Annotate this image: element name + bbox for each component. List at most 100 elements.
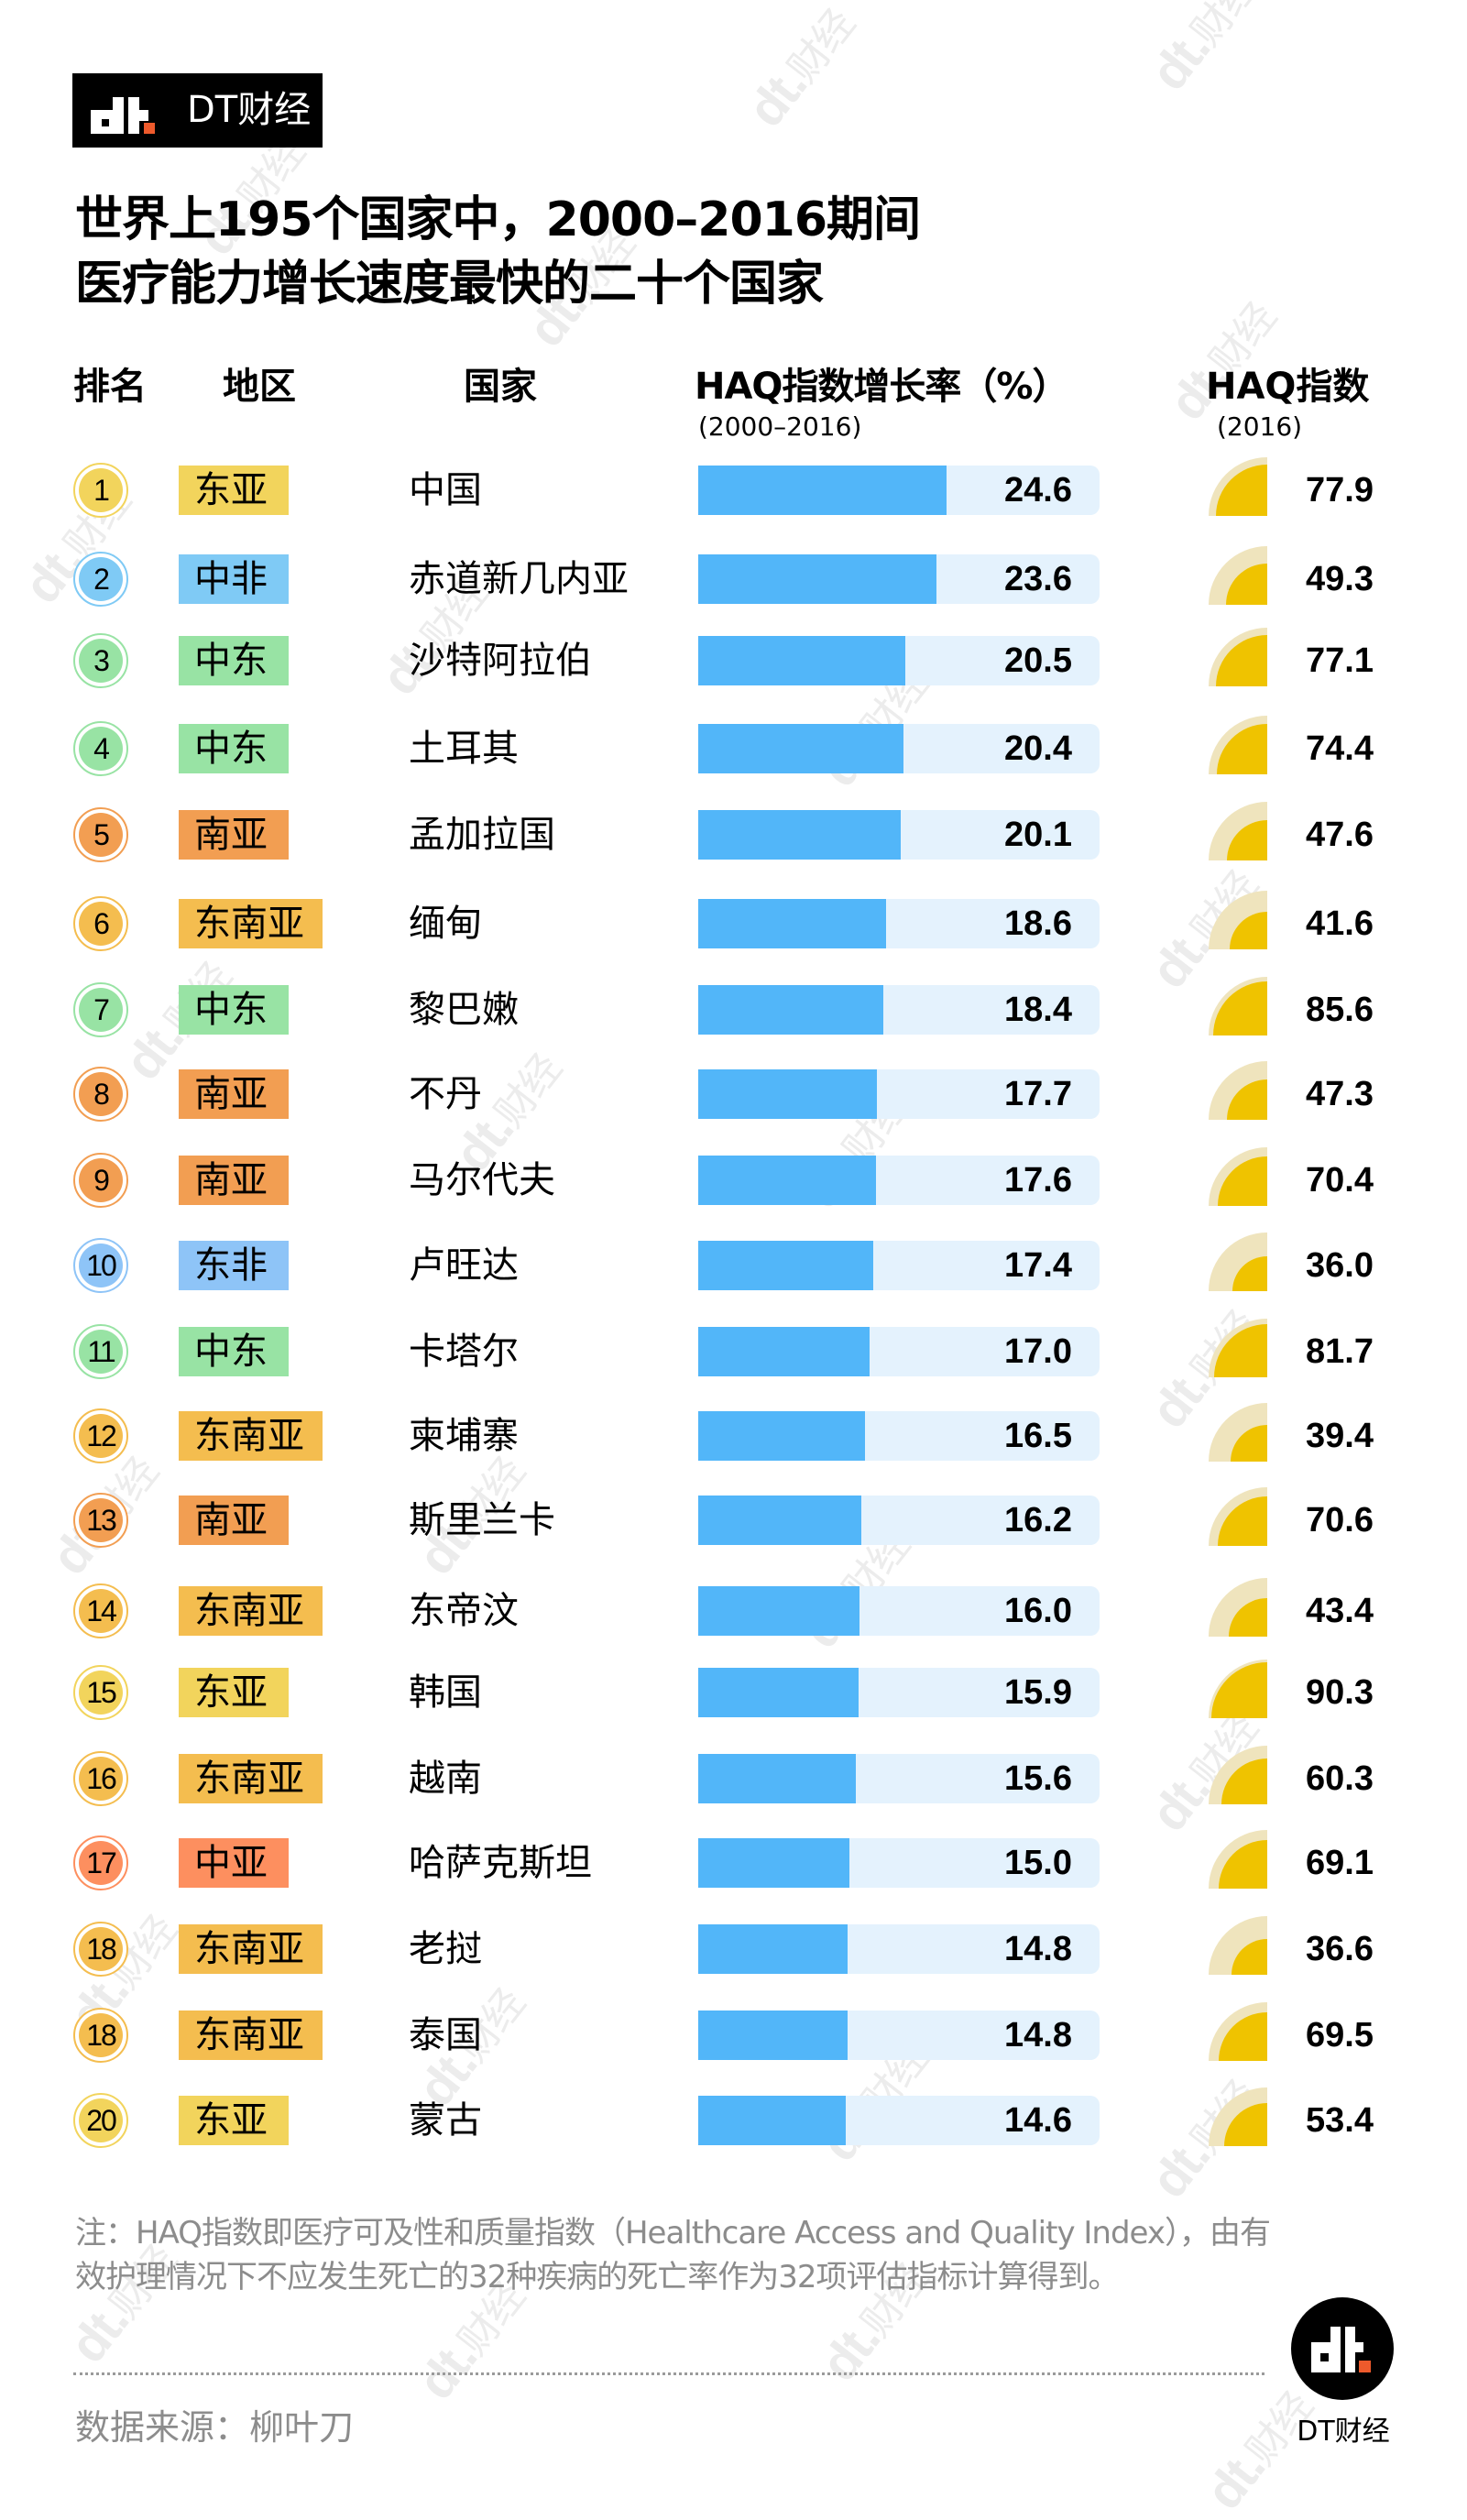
growth-bar (698, 1838, 849, 1888)
growth-value: 16.0 (1004, 1592, 1072, 1630)
region-tag: 中非 (179, 554, 289, 604)
rank-badge: 13 (73, 1493, 128, 1548)
haq-value: 43.4 (1306, 1592, 1374, 1630)
data-source: 数据来源：柳叶刀 (75, 2407, 355, 2448)
rank-number: 13 (79, 1498, 123, 1542)
rank-number: 1 (79, 468, 123, 512)
growth-bar (698, 1327, 870, 1376)
rank-badge: 12 (73, 1408, 128, 1463)
header-haq-year: (2016) (1217, 411, 1303, 442)
region-tag: 东南亚 (179, 2011, 323, 2060)
growth-value: 18.4 (1004, 991, 1072, 1029)
growth-bar (698, 899, 886, 948)
rank-badge: 10 (73, 1238, 128, 1293)
table-row: 16 东南亚 越南 15.6 60.3 (0, 1746, 1467, 1806)
table-row: 12 东南亚 柬埔寨 16.5 39.4 (0, 1403, 1467, 1463)
growth-bar-track: 16.5 (698, 1411, 1100, 1461)
rank-number: 12 (79, 1414, 123, 1458)
growth-value: 15.6 (1004, 1759, 1072, 1798)
haq-value: 74.4 (1306, 729, 1374, 768)
haq-value: 41.6 (1306, 904, 1374, 943)
growth-bar (698, 724, 903, 773)
haq-quarter-pie-icon (1209, 1830, 1267, 1889)
growth-bar (698, 1754, 856, 1803)
footer-logo-text: DT财经 (1297, 2416, 1390, 2448)
header-growth: HAQ指数增长率（%） (695, 366, 1069, 408)
growth-bar (698, 1156, 876, 1205)
rank-badge: 5 (73, 807, 128, 862)
country-name: 卡塔尔 (409, 1331, 519, 1373)
haq-value: 77.9 (1306, 471, 1374, 509)
rank-badge: 2 (73, 552, 128, 607)
haq-quarter-pie-icon (1209, 457, 1267, 516)
country-name: 马尔代夫 (409, 1159, 555, 1201)
haq-value: 49.3 (1306, 560, 1374, 598)
rank-badge: 3 (73, 633, 128, 688)
watermark: dt.财经 (1157, 295, 1285, 431)
rank-badge: 1 (73, 463, 128, 518)
country-name: 斯里兰卡 (409, 1499, 555, 1541)
growth-bar-track: 14.8 (698, 1924, 1100, 1974)
table-row: 14 东南亚 东帝汶 16.0 43.4 (0, 1578, 1467, 1638)
country-name: 越南 (409, 1758, 482, 1800)
growth-value: 23.6 (1004, 560, 1072, 598)
haq-value: 85.6 (1306, 991, 1374, 1029)
region-tag: 东南亚 (179, 899, 323, 948)
growth-bar-track: 15.9 (698, 1668, 1100, 1717)
region-tag: 东亚 (179, 2096, 289, 2145)
growth-bar-track: 14.8 (698, 2011, 1100, 2060)
haq-value: 69.5 (1306, 2016, 1374, 2054)
region-tag: 东南亚 (179, 1754, 323, 1803)
haq-value: 69.1 (1306, 1844, 1374, 1882)
title-line-2: 医疗能力增长速度最快的二十个国家 (75, 257, 824, 312)
country-name: 东帝汶 (409, 1590, 519, 1632)
growth-bar (698, 1924, 848, 1974)
watermark: dt.财经 (1139, 0, 1266, 101)
country-name: 土耳其 (409, 728, 519, 770)
haq-quarter-pie-icon (1209, 1487, 1267, 1546)
country-name: 缅甸 (409, 903, 482, 945)
region-tag: 东南亚 (179, 1924, 323, 1974)
rank-number: 14 (79, 1589, 123, 1633)
growth-bar-track: 20.4 (698, 724, 1100, 773)
header-growth-period: (2000–2016) (698, 411, 862, 442)
table-row: 15 东亚 韩国 15.9 90.3 (0, 1660, 1467, 1720)
growth-bar (698, 810, 901, 860)
growth-value: 15.0 (1004, 1844, 1072, 1882)
growth-value: 18.6 (1004, 904, 1072, 943)
region-tag: 中东 (179, 985, 289, 1035)
growth-bar-track: 18.4 (698, 985, 1100, 1035)
haq-value: 53.4 (1306, 2101, 1374, 2140)
divider (73, 2372, 1264, 2375)
rank-number: 18 (79, 2013, 123, 2057)
rank-number: 10 (79, 1244, 123, 1287)
growth-value: 16.2 (1004, 1501, 1072, 1539)
country-name: 老挝 (409, 1928, 482, 1970)
region-tag: 中东 (179, 636, 289, 685)
haq-quarter-pie-icon (1209, 1319, 1267, 1377)
growth-bar (698, 636, 905, 685)
rank-number: 11 (79, 1330, 123, 1374)
haq-quarter-pie-icon (1209, 1578, 1267, 1637)
rank-number: 3 (79, 639, 123, 683)
country-name: 哈萨克斯坦 (409, 1842, 592, 1884)
growth-value: 20.4 (1004, 729, 1072, 768)
table-row: 20 东亚 蒙古 14.6 53.4 (0, 2087, 1467, 2148)
haq-quarter-pie-icon (1209, 802, 1267, 860)
region-tag: 南亚 (179, 1496, 289, 1545)
haq-quarter-pie-icon (1209, 716, 1267, 774)
growth-value: 17.7 (1004, 1075, 1072, 1113)
haq-value: 77.1 (1306, 641, 1374, 680)
table-row: 8 南亚 不丹 17.7 47.3 (0, 1061, 1467, 1122)
table-row: 6 东南亚 缅甸 18.6 41.6 (0, 891, 1467, 951)
table-row: 11 中东 卡塔尔 17.0 81.7 (0, 1319, 1467, 1379)
rank-badge: 16 (73, 1751, 128, 1806)
table-row: 7 中东 黎巴嫩 18.4 85.6 (0, 977, 1467, 1037)
haq-value: 70.6 (1306, 1501, 1374, 1539)
region-tag: 南亚 (179, 810, 289, 860)
country-name: 中国 (409, 469, 482, 511)
region-tag: 中东 (179, 724, 289, 773)
growth-bar (698, 1241, 873, 1290)
region-tag: 东亚 (179, 466, 289, 515)
header-region: 地区 (223, 366, 296, 408)
